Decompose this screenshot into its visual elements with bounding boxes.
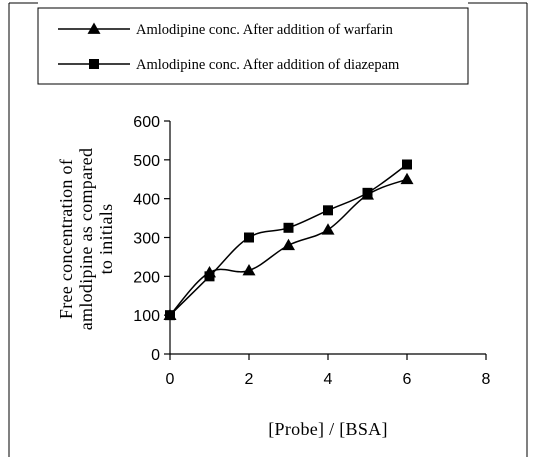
y-axis-label-line-2: amlodipine as compared [76, 148, 96, 331]
plot-axes [169, 121, 486, 355]
data-point-triangle-4 [321, 223, 335, 235]
y-tick-label-5: 500 [133, 153, 160, 170]
data-point-square-4 [323, 205, 333, 216]
legend-marker-triangle [87, 22, 101, 34]
data-point-triangle-2 [242, 264, 256, 276]
y-tick-label-1: 100 [133, 308, 160, 325]
y-tick-label-2: 200 [133, 269, 160, 286]
x-tick-label-2: 4 [324, 371, 333, 388]
y-axis-ticks: 0 100 200 300 400 500 600 [133, 114, 170, 364]
y-axis-label-line-1: Free concentration of [56, 159, 76, 319]
data-point-triangle-3 [282, 238, 295, 251]
legend-label-triangle: Amlodipine conc. After addition of warfa… [136, 22, 394, 38]
x-tick-label-4: 8 [482, 371, 491, 388]
series-square [165, 159, 412, 321]
x-axis-ticks: 0 2 4 6 8 [166, 354, 491, 388]
legend: Amlodipine conc. After addition of warfa… [37, 7, 469, 85]
y-tick-label-4: 400 [133, 192, 160, 209]
x-tick-label-3: 6 [403, 371, 412, 388]
data-point-square-2 [244, 232, 254, 243]
legend-box [37, 7, 469, 85]
data-point-square-6 [402, 159, 412, 170]
y-tick-label-3: 300 [133, 231, 160, 248]
y-axis-label-line-3: to initials [96, 204, 116, 275]
chart-frame [8, 2, 528, 457]
data-point-triangle-6 [400, 172, 414, 185]
data-point-square-5 [362, 187, 373, 198]
x-tick-label-1: 2 [245, 371, 254, 388]
y-tick-label-0: 0 [151, 347, 160, 364]
legend-marker-square [89, 59, 99, 69]
y-tick-label-6: 600 [133, 114, 160, 131]
data-point-square-3 [283, 222, 294, 233]
data-point-square-0 [165, 310, 175, 321]
x-axis-label: [Probe] / [BSA] [268, 419, 388, 439]
legend-label-square: Amlodipine conc. After addition of diaze… [136, 57, 400, 73]
series-triangle [163, 172, 414, 321]
y-axis-label: Free concentration of amlodipine as comp… [56, 148, 116, 331]
series-layer [163, 159, 414, 321]
data-point-square-1 [204, 271, 215, 282]
x-tick-label-0: 0 [166, 371, 175, 388]
